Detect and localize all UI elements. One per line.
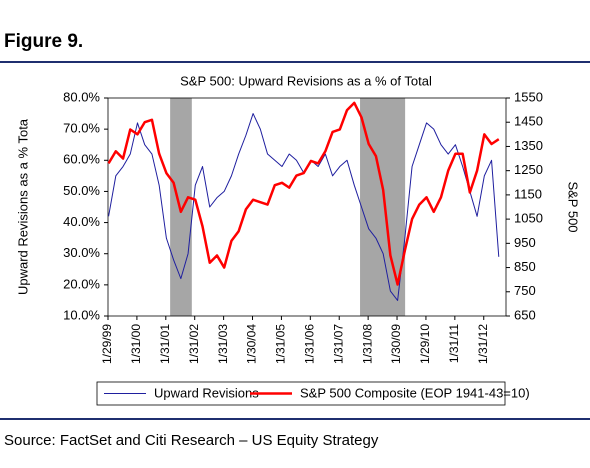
legend-box (96, 381, 506, 406)
legend-label: Upward Revisions (154, 385, 259, 400)
y2-tick-label: 950 (514, 235, 536, 250)
x-tick-label: 1/31/12 (476, 324, 490, 364)
series-line (107, 101, 500, 286)
legend-label: S&P 500 Composite (EOP 1941-43=10) (300, 385, 530, 400)
x-tick-label: 1/29/10 (418, 324, 432, 364)
y-axis-title: Upward Revisions as a % Tota (15, 118, 30, 295)
y2-tick-label: 1350 (514, 138, 543, 153)
y-tick-label: 40.0% (63, 214, 100, 229)
y2-axis-title: S&P 500 (566, 181, 581, 232)
y2-tick-label: 750 (514, 283, 536, 298)
x-tick-label: 1/31/08 (360, 324, 374, 364)
x-tick-label: 1/31/03 (216, 324, 230, 364)
chart-title: S&P 500: Upward Revisions as a % of Tota… (180, 73, 432, 88)
x-tick-label: 1/29/99 (100, 324, 114, 364)
x-tick-label: 1/31/06 (302, 324, 316, 364)
x-tick-label: 1/31/05 (274, 324, 288, 364)
y-tick-label: 30.0% (63, 245, 100, 260)
x-tick-label: 1/31/02 (187, 324, 201, 364)
y-tick-label: 10.0% (63, 307, 100, 322)
y-tick-label: 60.0% (63, 152, 100, 167)
x-tick-label: 1/31/07 (331, 324, 345, 364)
figure-label: Figure 9. (4, 31, 83, 52)
shaded-period (170, 98, 192, 316)
x-tick-label: 1/31/11 (447, 324, 461, 363)
y-tick-label: 20.0% (63, 276, 100, 291)
plot-frame (107, 97, 507, 317)
y2-tick-label: 650 (514, 307, 536, 322)
x-tick-label: 1/30/04 (245, 324, 259, 364)
source-note: Source: FactSet and Citi Research – US E… (4, 432, 379, 449)
y2-tick-label: 1450 (514, 114, 543, 129)
series-line (108, 113, 500, 301)
x-tick-label: 1/31/00 (129, 324, 143, 364)
y2-tick-label: 1250 (514, 162, 543, 177)
x-tick-label: 1/31/01 (158, 324, 172, 364)
y2-tick-label: 1050 (514, 211, 543, 226)
y2-tick-label: 1550 (514, 89, 543, 104)
y-tick-label: 70.0% (63, 121, 100, 136)
x-tick-label: 1/30/09 (389, 324, 403, 364)
y-tick-label: 50.0% (63, 183, 100, 198)
y-tick-label: 80.0% (63, 89, 100, 104)
y2-tick-label: 1150 (514, 186, 542, 201)
y2-tick-label: 850 (514, 259, 536, 274)
